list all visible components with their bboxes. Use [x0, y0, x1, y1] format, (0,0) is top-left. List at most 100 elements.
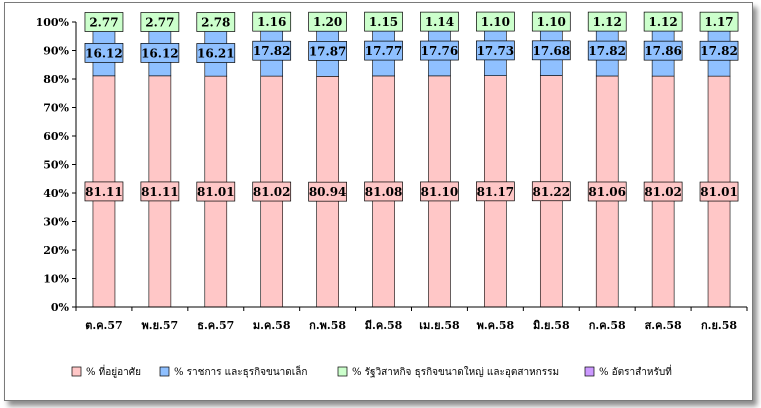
- x-tick-label: ส.ค.58: [645, 319, 682, 332]
- x-tick-label: พ.ค.58: [477, 319, 515, 332]
- data-label: 2.77: [89, 16, 118, 30]
- data-label: 80.94: [309, 185, 347, 199]
- legend-label: % อัตราสำหรับที่: [599, 364, 672, 378]
- y-tick-label: 70%: [43, 102, 69, 115]
- y-tick-label: 100%: [36, 16, 70, 29]
- data-label: 1.12: [649, 15, 678, 29]
- data-label: 1.17: [704, 15, 733, 29]
- data-label-box: [587, 40, 627, 61]
- data-label: 1.20: [313, 15, 342, 29]
- y-tick-label: 30%: [43, 216, 69, 229]
- legend: % ที่อยู่อาศัย % ราชการ และธุรกิจขนาดเล็ก…: [71, 364, 672, 378]
- data-label: 2.77: [145, 16, 174, 30]
- x-tick-label: ก.ย.58: [701, 319, 737, 332]
- data-label: 17.73: [477, 44, 515, 58]
- legend-swatch: [159, 366, 170, 377]
- legend-label: % ที่อยู่อาศัย: [86, 364, 141, 378]
- data-label-box: [84, 181, 124, 202]
- data-label: 16.21: [197, 47, 235, 61]
- data-label: 81.02: [644, 185, 682, 199]
- data-label: 1.12: [593, 15, 622, 29]
- data-label: 17.76: [421, 44, 459, 58]
- data-label: 17.82: [700, 44, 738, 58]
- x-tick-label: ก.ค.58: [589, 319, 626, 332]
- data-label-box: [196, 43, 236, 63]
- data-label-box: [699, 40, 739, 61]
- x-tick-label: พ.ย.57: [142, 319, 179, 332]
- data-label-box: [476, 181, 515, 202]
- data-label-box: [196, 181, 236, 202]
- data-label: 81.17: [477, 185, 515, 199]
- x-tick-label: เม.ย.58: [419, 319, 460, 332]
- data-label: 1.16: [257, 15, 286, 29]
- data-label: 81.11: [85, 185, 123, 199]
- x-tick-label: ต.ค.57: [85, 319, 122, 332]
- data-label-box: [587, 11, 627, 32]
- data-label-box: [699, 11, 739, 32]
- data-label-box: [364, 11, 403, 32]
- data-label: 1.10: [481, 15, 510, 29]
- data-label: 81.10: [421, 185, 459, 199]
- x-tick-label: มี.ค.58: [365, 319, 403, 332]
- data-label: 17.87: [309, 44, 347, 58]
- data-label: 17.82: [253, 44, 291, 58]
- data-label: 16.12: [141, 46, 179, 60]
- y-tick-label: 90%: [43, 45, 69, 58]
- data-label-box: [84, 12, 124, 32]
- y-tick-label: 50%: [43, 159, 69, 172]
- x-tick-label: ธ.ค.57: [197, 319, 234, 332]
- data-label: 17.86: [644, 44, 682, 58]
- data-label: 1.15: [369, 15, 398, 29]
- data-label-box: [699, 181, 739, 202]
- data-label-box: [420, 11, 459, 32]
- data-label: 81.08: [365, 185, 403, 199]
- data-label-box: [420, 181, 459, 202]
- data-label-box: [643, 11, 683, 32]
- data-label: 81.22: [533, 185, 571, 199]
- data-label-box: [308, 11, 347, 32]
- x-axis: ต.ค.57 พ.ย.57 ธ.ค.57 ม.ค.58 ก.พ.58 มี.ค.58 เม.…: [75, 306, 748, 332]
- data-label: 17.77: [365, 44, 403, 58]
- data-label: 81.01: [197, 185, 235, 199]
- bars: 81.11 16.12 2.77 81.11 16.12 2.77 81.01 16.21 2.…: [84, 11, 739, 308]
- data-label-box: [476, 11, 515, 32]
- y-tick-label: 20%: [43, 244, 69, 257]
- data-label-box: [140, 43, 180, 63]
- legend-swatch: [584, 366, 595, 377]
- data-label: 1.14: [425, 15, 454, 29]
- data-label-box: [420, 40, 459, 61]
- data-label: 16.12: [85, 46, 123, 60]
- data-label-box: [196, 12, 236, 32]
- data-label-box: [252, 181, 292, 202]
- y-tick-label: 0%: [51, 301, 70, 314]
- data-label-box: [587, 181, 627, 202]
- data-label: 17.68: [533, 44, 571, 58]
- y-tick-label: 40%: [43, 187, 69, 200]
- data-label-box: [364, 40, 403, 61]
- data-label-box: [643, 40, 683, 61]
- legend-label: % รัฐวิสาหกิจ ธุรกิจขนาดใหญ่ และอุตสาหกร…: [352, 366, 559, 378]
- data-label-box: [364, 181, 403, 202]
- data-label-box: [140, 12, 180, 32]
- legend-label: % ราชการ และธุรกิจขนาดเล็ก: [174, 364, 307, 378]
- data-label-box: [252, 11, 292, 32]
- legend-swatch: [337, 366, 348, 377]
- data-label-box: [531, 40, 571, 61]
- legend-swatch: [71, 366, 82, 377]
- x-tick-label: ม.ค.58: [253, 319, 291, 332]
- data-label-box: [252, 40, 292, 61]
- y-tick-label: 10%: [43, 273, 69, 286]
- data-label-box: [308, 41, 347, 61]
- data-label-box: [308, 181, 347, 202]
- data-label: 81.01: [700, 185, 738, 199]
- data-label-box: [84, 43, 124, 63]
- data-label: 81.02: [253, 185, 291, 199]
- data-label-box: [643, 181, 683, 202]
- data-label: 81.06: [588, 185, 626, 199]
- data-label: 81.11: [141, 185, 179, 199]
- data-label-box: [140, 181, 180, 202]
- data-label-box: [531, 11, 571, 32]
- data-label-box: [476, 40, 515, 61]
- y-axis: 0% 10% 20% 30% 40% 50% 60% 70% 80% 90% 100%: [36, 16, 77, 314]
